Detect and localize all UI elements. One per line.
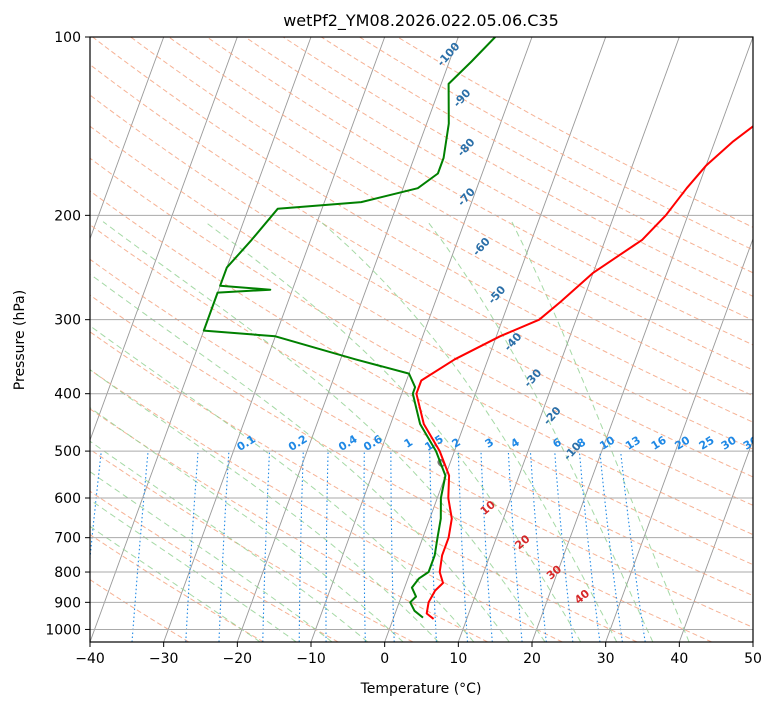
x-tick-label: 50: [744, 651, 762, 667]
y-tick-label: 400: [54, 387, 81, 403]
x-tick-label: −40: [75, 651, 105, 667]
y-tick-label: 1000: [45, 622, 81, 638]
dewpoint-profile-line: [202, 37, 496, 619]
x-tick-label: 40: [670, 651, 688, 667]
y-axis-label: Pressure (hPa): [12, 290, 28, 390]
dry-adiabat-line: [90, 369, 563, 642]
mixing-ratio-line: [578, 451, 601, 642]
moist-adiabat-line: [90, 407, 404, 642]
mixing-ratio-line: [554, 451, 574, 642]
pressure-gridlines: [90, 37, 753, 630]
chart-title: wetPf2_YM08.2026.022.05.06.C35: [283, 11, 559, 31]
moist-adiabat-line: [427, 221, 654, 642]
y-tick-label: 900: [54, 595, 81, 611]
x-tick-label: 30: [597, 651, 615, 667]
y-axis: 1000 900 800 700 600 500 400 300 200 100: [45, 30, 90, 638]
background-lines: [90, 37, 753, 642]
plot-frame: [89, 36, 754, 643]
dry-adiabat-line: [397, 37, 753, 228]
x-tick-label: −10: [296, 651, 326, 667]
moist-adiabat-line: [90, 471, 333, 642]
isotherm-line: [163, 37, 386, 642]
isotherm-line: [678, 438, 753, 642]
dry-adiabat-line: [90, 408, 488, 642]
isotherm-line: [90, 37, 165, 241]
x-axis: −40 −30 −20 −10 0 10 20 30 40 50: [75, 642, 762, 667]
dry-adiabat-line: [90, 258, 753, 628]
dry-adiabat-line: [90, 331, 638, 642]
moist-adiabat-line: [90, 440, 369, 642]
isotherm-line: [457, 37, 680, 642]
dry-adiabat-line: [168, 37, 753, 371]
y-tick-label: 300: [54, 313, 81, 329]
mixing-ratio-line: [599, 451, 623, 642]
x-tick-label: 0: [380, 651, 389, 667]
moist-adiabat-line: [320, 221, 618, 642]
dry-adiabat-line: [90, 534, 264, 642]
moist-adiabat-line: [511, 221, 690, 642]
dry-adiabat-line: [90, 64, 753, 450]
moist-adiabat-line: [204, 221, 582, 642]
dry-adiabat-line: [90, 224, 753, 597]
dry-adiabat-line: [130, 37, 753, 397]
moist-adiabat-line: [90, 273, 510, 642]
x-tick-label: 20: [523, 651, 541, 667]
isotherm-line: [531, 37, 753, 642]
isotherm-line: [90, 37, 238, 442]
y-tick-label: 200: [54, 208, 81, 224]
dry-adiabat-line: [206, 37, 753, 346]
dry-adiabat-line: [244, 37, 753, 321]
y-tick-label: 800: [54, 565, 81, 581]
dry-adiabat-line: [90, 190, 753, 566]
mixing-ratio-line: [620, 451, 646, 642]
x-tick-label: 10: [449, 651, 467, 667]
moist-adiabat-line: [90, 369, 439, 642]
moist-adiabat-line: [90, 525, 261, 642]
isotherm-line: [90, 37, 312, 642]
dry-adiabat-line: [90, 294, 712, 642]
x-axis-label: Temperature (°C): [360, 681, 482, 697]
x-tick-label: −30: [149, 651, 179, 667]
profile-series: [202, 37, 753, 620]
isotherm-line: [605, 237, 753, 642]
isotherm-line: [236, 37, 459, 642]
moist-adiabat-line: [102, 221, 546, 642]
y-tick-label: 700: [54, 531, 81, 547]
x-tick-label: −20: [223, 651, 253, 667]
y-tick-label: 100: [54, 30, 81, 46]
dry-adiabat-line: [90, 125, 753, 506]
y-tick-label: 500: [54, 444, 81, 460]
y-tick-label: 600: [54, 491, 81, 507]
moist-adiabat-line: [90, 499, 297, 642]
temperature-profile-line: [415, 125, 753, 620]
